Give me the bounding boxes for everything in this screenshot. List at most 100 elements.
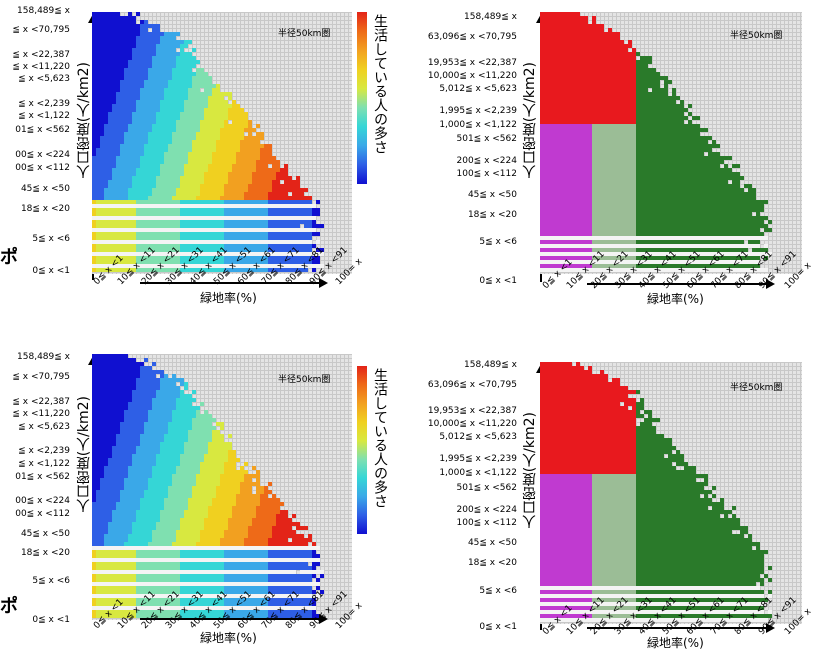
heatmap-cell (636, 108, 640, 112)
heatmap-cell (176, 264, 180, 268)
heatmap-cell (156, 192, 160, 196)
heatmap-cell (148, 108, 152, 112)
heatmap-cell (116, 200, 120, 204)
heatmap-cell (216, 152, 220, 156)
heatmap-cell (556, 48, 560, 52)
heatmap-cell (132, 148, 136, 152)
heatmap-cell (576, 92, 580, 96)
heatmap-cell (580, 96, 584, 100)
heatmap-cell (244, 220, 248, 224)
heatmap-cell (148, 100, 152, 104)
heatmap-cell (288, 176, 292, 180)
heatmap-cell (680, 100, 684, 104)
heatmap-cell (684, 188, 688, 192)
heatmap-cell (180, 248, 184, 252)
heatmap-cell (656, 80, 660, 84)
heatmap-cell (576, 124, 580, 128)
heatmap-cell (112, 236, 116, 240)
heatmap-cell (580, 16, 584, 20)
heatmap-cell (204, 132, 208, 136)
heatmap-cell (228, 248, 232, 252)
heatmap-cell (692, 208, 696, 212)
heatmap-cell (308, 260, 312, 264)
heatmap-cell (612, 128, 616, 132)
heatmap-cell (124, 76, 128, 80)
heatmap-cell (652, 76, 656, 80)
heatmap-cell (576, 52, 580, 56)
heatmap-cell (712, 180, 716, 184)
heatmap-cell (108, 24, 112, 28)
heatmap-cell (204, 84, 208, 88)
heatmap-cell (696, 184, 700, 188)
heatmap-cell (596, 72, 600, 76)
heatmap-cell (124, 264, 128, 268)
heatmap-cell (120, 252, 124, 256)
heatmap-cell (260, 168, 264, 172)
heatmap-cell (704, 240, 708, 244)
heatmap-cell (572, 12, 576, 16)
heatmap-cell (132, 44, 136, 48)
heatmap-cell (692, 204, 696, 208)
heatmap-cell (744, 184, 748, 188)
heatmap-cell (184, 164, 188, 168)
heatmap-cell (160, 40, 164, 44)
heatmap-cell (124, 20, 128, 24)
heatmap-cell (92, 164, 96, 168)
heatmap-cell (312, 216, 316, 220)
heatmap-cell (636, 64, 640, 68)
heatmap-cell (668, 132, 672, 136)
heatmap-cell (156, 160, 160, 164)
heatmap-cell (672, 188, 676, 192)
heatmap-cell (576, 28, 580, 32)
heatmap-cell (540, 120, 544, 124)
heatmap-cell (200, 220, 204, 224)
heatmap-cell (308, 200, 312, 204)
heatmap-cell (572, 232, 576, 236)
heatmap-cell (692, 232, 696, 236)
heatmap-cell (112, 56, 116, 60)
heatmap-cell (596, 176, 600, 180)
heatmap-cell (96, 40, 100, 44)
heatmap-cell (128, 264, 132, 268)
heatmap-cell (144, 24, 148, 28)
heatmap-cell (300, 252, 304, 256)
heatmap-cell (92, 268, 96, 272)
heatmap-cell (544, 56, 548, 60)
heatmap-cell (560, 84, 564, 88)
heatmap-cell (240, 172, 244, 176)
heatmap-cell (280, 260, 284, 264)
heatmap-cell (188, 104, 192, 108)
heatmap-cell (608, 192, 612, 196)
heatmap-cell (164, 72, 168, 76)
heatmap-cell (120, 188, 124, 192)
heatmap-cell (160, 156, 164, 160)
heatmap-cell (104, 36, 108, 40)
heatmap-cell (144, 200, 148, 204)
heatmap-cell (204, 112, 208, 116)
heatmap-cell (684, 136, 688, 140)
heatmap-cell (240, 228, 244, 232)
heatmap-cell (176, 64, 180, 68)
heatmap-cell (220, 120, 224, 124)
heatmap-cell (592, 228, 596, 232)
heatmap-cell (152, 60, 156, 64)
heatmap-cell (156, 128, 160, 132)
heatmap-cell (224, 188, 228, 192)
heatmap-cell (216, 260, 220, 264)
heatmap-cell (144, 68, 148, 72)
heatmap-cell (160, 260, 164, 264)
heatmap-cell (584, 92, 588, 96)
heatmap-cell (676, 176, 680, 180)
heatmap-cell (580, 136, 584, 140)
heatmap-cell (224, 152, 228, 156)
heatmap-cell (740, 240, 744, 244)
heatmap-cell (120, 196, 124, 200)
heatmap-cell (116, 88, 120, 92)
heatmap-cell (756, 200, 760, 204)
heatmap-cell (288, 200, 292, 204)
heatmap-cell (548, 116, 552, 120)
heatmap-cell (644, 96, 648, 100)
heatmap-cell (640, 128, 644, 132)
heatmap-cell (632, 120, 636, 124)
heatmap-cell (644, 184, 648, 188)
